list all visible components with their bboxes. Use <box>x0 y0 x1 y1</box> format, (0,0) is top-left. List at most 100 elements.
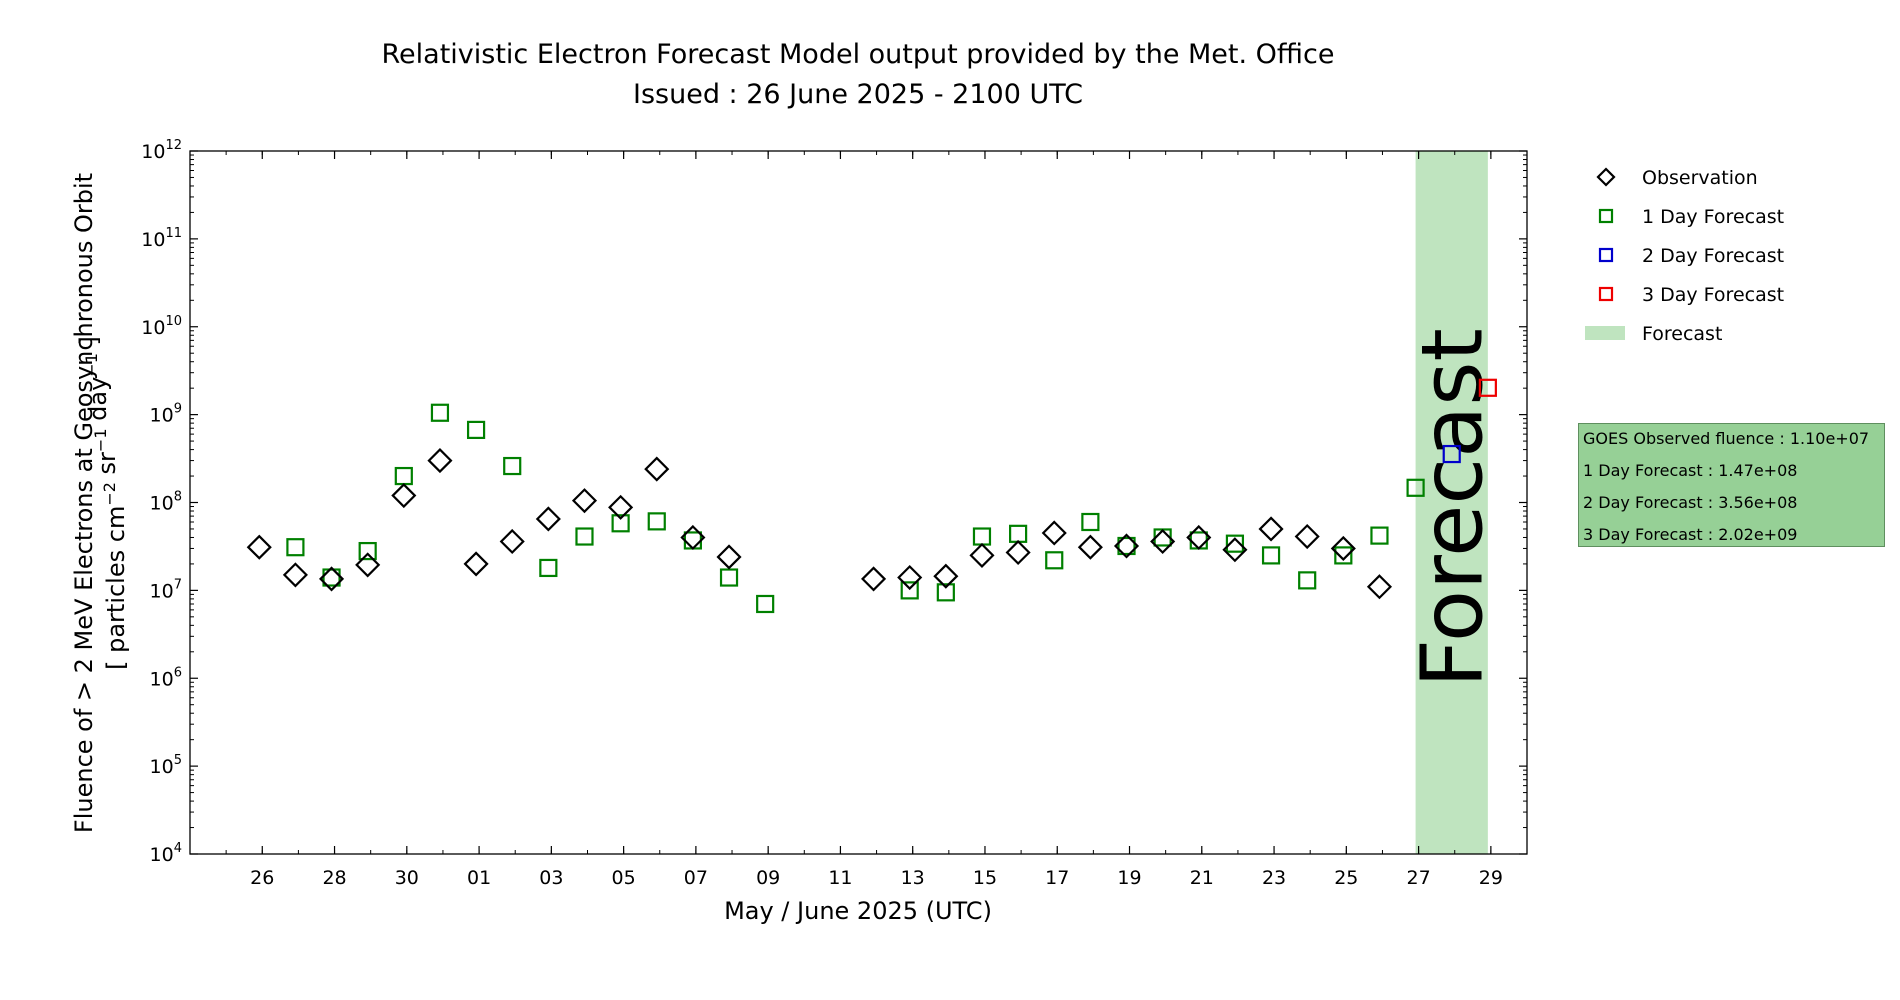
info-observed-fluence: GOES Observed fluence : 1.10e+07 <box>1583 429 1870 448</box>
info-2-day-forecast: 2 Day Forecast : 3.56e+08 <box>1583 493 1798 512</box>
observation-marker <box>1222 537 1248 563</box>
observation-marker <box>463 551 489 577</box>
legend-label: Forecast <box>1642 323 1722 345</box>
forecast-marker <box>756 594 775 614</box>
y-tick-label: 105 <box>150 753 182 778</box>
x-tick-label: 21 <box>1190 867 1214 889</box>
forecast-marker <box>1478 378 1497 397</box>
forecast-marker <box>1298 571 1317 590</box>
forecast-marker <box>358 541 377 561</box>
forecast-marker <box>647 512 666 531</box>
observation-marker <box>1005 539 1031 566</box>
observation-marker <box>680 524 706 551</box>
observation-marker <box>861 566 887 592</box>
legend: Observation 1 Day Forecast 2 Day Forecast 3… <box>1585 167 1784 345</box>
info-3-day-forecast: 3 Day Forecast : 2.02e+09 <box>1583 525 1798 544</box>
observation-marker <box>1294 523 1320 550</box>
observation-marker <box>1186 524 1212 551</box>
chart-subtitle: Issued : 26 June 2025 - 2100 UTC <box>633 79 1083 110</box>
y-tick-label: 106 <box>150 665 182 690</box>
plot-frame <box>189 150 1528 855</box>
observation-marker <box>644 456 670 482</box>
observation-marker <box>427 448 453 474</box>
observation-marker <box>1150 528 1176 555</box>
legend-forecast-marker <box>1598 286 1614 302</box>
x-tick-label: 15 <box>973 867 997 889</box>
x-tick-label: 19 <box>1117 867 1141 889</box>
observation-marker <box>969 542 995 568</box>
forecast-marker <box>1009 524 1028 543</box>
x-tick-label: 05 <box>612 867 636 889</box>
legend-label: 2 Day Forecast <box>1642 245 1784 267</box>
y-tick-label: 1011 <box>141 226 182 251</box>
observation-marker <box>499 528 525 555</box>
legend-forecast-marker <box>1598 208 1614 224</box>
legend-label: 3 Day Forecast <box>1642 284 1784 306</box>
observation-marker <box>246 534 272 560</box>
observation-marker <box>897 564 923 591</box>
forecast-marker <box>1189 531 1208 550</box>
forecast-marker <box>1442 444 1461 464</box>
forecast-marker <box>430 403 450 422</box>
y-tick-label: 1010 <box>141 314 182 339</box>
observation-marker <box>1366 574 1393 600</box>
legend-observation-marker <box>1596 167 1616 187</box>
x-tick-label: 25 <box>1334 867 1358 889</box>
forecast-band <box>1415 151 1488 854</box>
y-axis-label-line2: [ particles cm−2 sr−1 day−1 ] <box>75 336 130 670</box>
observation-marker <box>716 544 742 570</box>
forecast-marker <box>539 558 558 578</box>
chart-title: Relativistic Electron Forecast Model out… <box>382 39 1335 70</box>
forecast-band-label: Forecast <box>1404 328 1503 688</box>
forecast-marker <box>683 531 702 550</box>
forecast-marker <box>719 568 739 587</box>
forecast-marker <box>322 568 341 587</box>
forecast-marker <box>1117 536 1136 556</box>
y-tick-label: 109 <box>150 402 182 427</box>
forecast-marker <box>394 466 413 486</box>
forecast-marker <box>286 538 305 557</box>
forecast-marker <box>611 514 630 533</box>
observation-marker <box>318 566 345 592</box>
x-tick-label: 07 <box>684 867 708 889</box>
observation-marker <box>1077 534 1103 560</box>
x-axis-label: May / June 2025 (UTC) <box>724 897 992 925</box>
observation-marker <box>608 494 634 520</box>
info-1-day-forecast: 1 Day Forecast : 1.47e+08 <box>1583 461 1798 480</box>
data-markers <box>246 378 1497 614</box>
forecast-marker <box>1225 534 1245 553</box>
x-tick-label: 17 <box>1045 867 1069 889</box>
x-tick-label: 11 <box>828 867 852 889</box>
observation-marker <box>391 482 417 509</box>
x-tick-label: 23 <box>1262 867 1286 889</box>
observation-marker <box>1258 516 1284 542</box>
forecast-marker <box>1406 478 1425 497</box>
observation-marker <box>1113 533 1140 559</box>
legend-label: 1 Day Forecast <box>1642 206 1784 228</box>
legend-forecast-marker <box>1598 247 1614 263</box>
forecast-marker <box>503 456 522 476</box>
forecast-marker <box>1261 546 1281 565</box>
forecast-marker <box>1334 546 1353 565</box>
forecast-marker <box>1370 526 1389 545</box>
x-tick-label: 01 <box>467 867 491 889</box>
axis-ticks: 26 28 30 01 03 05 07 09 11 13 15 17 19 21 23 25 27 29 104 1… <box>141 138 1528 889</box>
info-box: GOES Observed fluence : 1.10e+07 1 Day F… <box>1578 423 1885 547</box>
observation-marker <box>1041 520 1067 546</box>
y-tick-label: 107 <box>150 577 182 602</box>
forecast-marker <box>575 527 594 546</box>
x-tick-label: 27 <box>1407 867 1431 889</box>
x-tick-label: 29 <box>1479 867 1503 889</box>
x-tick-label: 03 <box>539 867 563 889</box>
legend-forecast-band-swatch <box>1585 326 1625 340</box>
observation-marker <box>535 506 561 532</box>
observation-marker <box>571 488 598 514</box>
observation-marker <box>933 563 959 589</box>
forecast-marker <box>466 420 486 440</box>
forecast-marker <box>1081 512 1100 532</box>
forecast-marker <box>936 583 955 602</box>
x-tick-label: 13 <box>901 867 925 889</box>
forecast-marker <box>972 527 992 546</box>
observation-marker <box>282 562 308 588</box>
